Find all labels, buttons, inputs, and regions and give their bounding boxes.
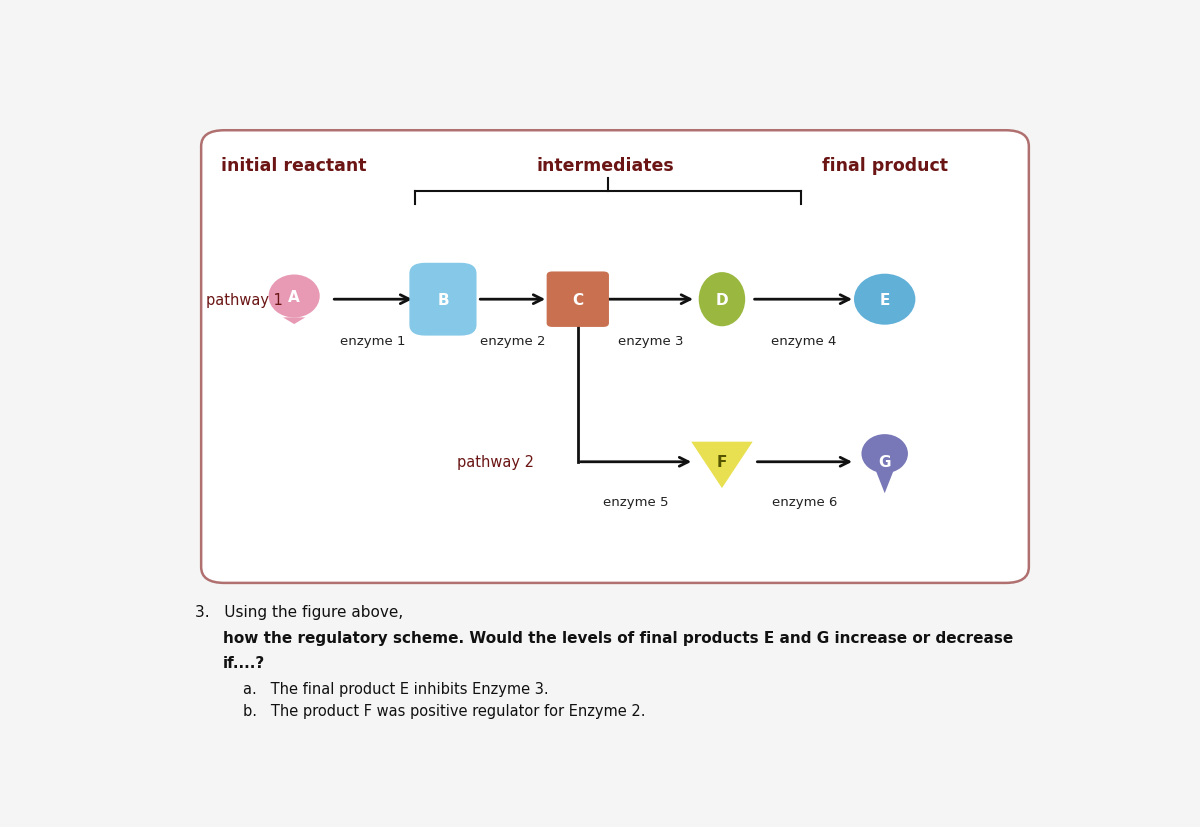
Text: G: G: [878, 455, 890, 470]
Text: F: F: [716, 455, 727, 470]
FancyBboxPatch shape: [547, 272, 608, 327]
Text: B: B: [437, 292, 449, 308]
Text: E: E: [880, 292, 890, 308]
Polygon shape: [283, 318, 305, 325]
Text: A: A: [288, 289, 300, 304]
Text: pathway 2: pathway 2: [457, 455, 534, 470]
Text: intermediates: intermediates: [536, 157, 674, 175]
Text: C: C: [572, 292, 583, 308]
Text: enzyme 4: enzyme 4: [770, 335, 836, 347]
Text: final product: final product: [822, 157, 948, 175]
Text: enzyme 6: enzyme 6: [772, 495, 838, 508]
Text: D: D: [715, 292, 728, 308]
Text: initial reactant: initial reactant: [221, 157, 367, 175]
FancyBboxPatch shape: [409, 264, 476, 337]
Ellipse shape: [854, 275, 916, 325]
Text: if....?: if....?: [222, 655, 265, 671]
Text: enzyme 1: enzyme 1: [341, 335, 406, 347]
Text: enzyme 5: enzyme 5: [604, 495, 668, 508]
Text: how the regulatory scheme. Would the levels of final products E and G increase o: how the regulatory scheme. Would the lev…: [222, 630, 1013, 645]
Text: a.   The final product E inhibits Enzyme 3.: a. The final product E inhibits Enzyme 3…: [242, 681, 548, 696]
Text: enzyme 2: enzyme 2: [480, 335, 546, 347]
Polygon shape: [875, 467, 895, 494]
Text: b.   The product F was positive regulator for Enzyme 2.: b. The product F was positive regulator …: [242, 703, 646, 718]
Ellipse shape: [269, 275, 319, 318]
Polygon shape: [691, 442, 752, 489]
Text: enzyme 3: enzyme 3: [618, 335, 684, 347]
Text: 3.   Using the figure above,: 3. Using the figure above,: [194, 605, 408, 619]
FancyBboxPatch shape: [202, 131, 1028, 583]
Ellipse shape: [698, 273, 745, 327]
Text: pathway 1: pathway 1: [206, 292, 283, 308]
Ellipse shape: [862, 435, 908, 474]
